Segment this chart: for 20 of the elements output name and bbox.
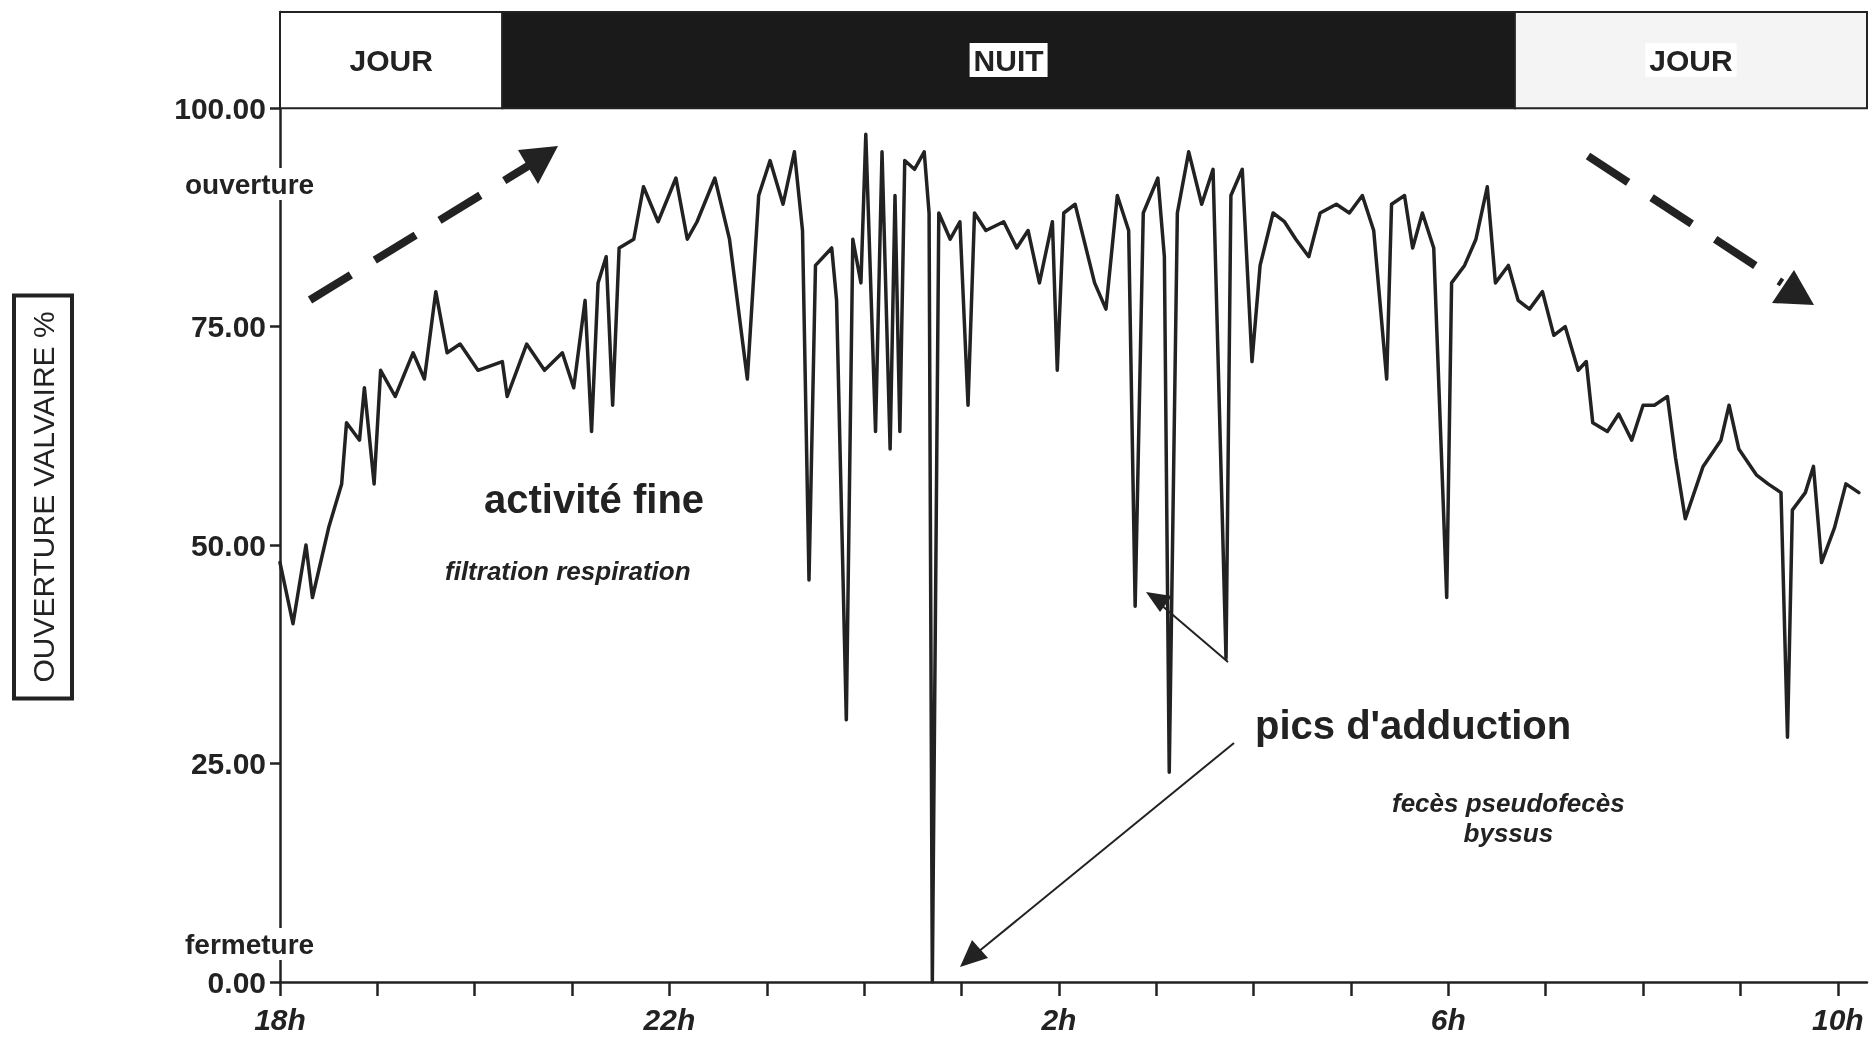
annotation: pics d'adduction [1255, 703, 1572, 747]
band-label: JOUR [1649, 43, 1733, 77]
y-tick-label: 25.00 [190, 747, 266, 781]
x-tick-label: 6h [1430, 1002, 1466, 1036]
annotation: fecès pseudofecès byssus [1392, 788, 1625, 848]
y-tick-label: 50.00 [190, 528, 266, 562]
x-tick-label: 10h [1811, 1002, 1864, 1036]
band-label: NUIT [973, 43, 1044, 77]
x-tick-label: 18h [254, 1002, 306, 1036]
band-label: JOUR [349, 43, 434, 77]
x-tick-label: 2h [1040, 1002, 1077, 1036]
y-tick-label: 0.00 [207, 965, 266, 999]
annotation: activité fine [484, 477, 705, 521]
annotation: ouverture [185, 168, 315, 200]
y-axis-title: OUVERTURE VALVAIRE % [26, 311, 60, 683]
y-tick-label: 75.00 [190, 310, 266, 344]
x-tick-label: 22h [642, 1002, 696, 1036]
annotation: filtration respiration [445, 556, 691, 586]
annotation: fermeture [185, 928, 315, 960]
y-tick-label: 100.00 [174, 91, 266, 125]
